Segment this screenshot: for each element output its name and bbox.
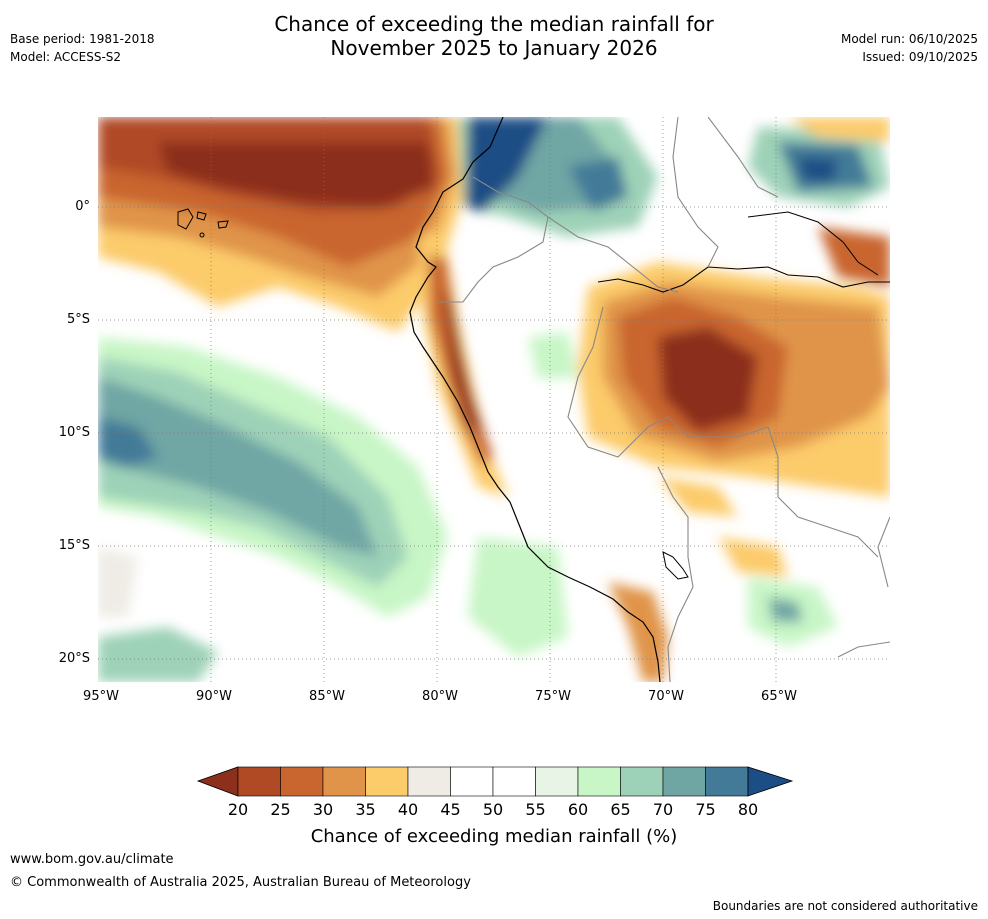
colorbar-bin: [662, 766, 706, 797]
colorbar-tick: 25: [270, 800, 291, 819]
map-title-line2: November 2025 to January 2026: [330, 36, 658, 60]
model-name: Model: ACCESS-S2: [10, 50, 122, 64]
amazon-river: [597, 266, 890, 293]
lon-label-75w: 75°W: [535, 689, 571, 704]
colorbar-over-arrow: [747, 766, 794, 797]
lon-label-85w: 85°W: [309, 689, 345, 704]
colorbar-tick: 50: [482, 800, 504, 819]
negro-river: [747, 211, 879, 276]
copyright-text: © Commonwealth of Australia 2025, Austra…: [10, 875, 471, 890]
rainfall-map: [98, 117, 890, 682]
graticule: [98, 117, 890, 682]
colorbar-tick: 75: [695, 800, 716, 819]
lon-label-65w: 65°W: [761, 689, 797, 704]
colorbar-bin: [620, 766, 664, 797]
colorbar-bin: [492, 766, 536, 797]
colorbar-tick: 65: [610, 800, 631, 819]
issued-date: Issued: 09/10/2025: [862, 50, 978, 64]
colorbar-bin: [535, 766, 579, 797]
colorbar-tick: 45: [440, 800, 461, 819]
lat-label-5s: 5°S: [66, 312, 90, 327]
boundary-disclaimer: Boundaries are not considered authoritat…: [712, 899, 978, 913]
colorbar-tick: 55: [525, 800, 546, 819]
colorbar-bin: [237, 766, 281, 797]
colorbar-tick: 80: [737, 800, 759, 819]
lon-label-70w: 70°W: [648, 689, 684, 704]
colorbar-tick: 70: [652, 800, 674, 819]
colorbar-tick: 30: [312, 800, 334, 819]
colorbar-label: Chance of exceeding median rainfall (%): [310, 826, 678, 847]
lake-titicaca: [662, 551, 689, 580]
galapagos-islands: [177, 208, 229, 238]
lat-label-10s: 10°S: [58, 425, 90, 440]
base-period: Base period: 1981-2018: [10, 32, 155, 46]
colorbar-bin: [322, 766, 366, 797]
lon-label-90w: 90°W: [196, 689, 232, 704]
model-run: Model run: 06/10/2025: [840, 32, 978, 46]
colorbar-bin: [280, 766, 324, 797]
lon-label-95w: 95°W: [83, 689, 119, 704]
colorbar-bin: [450, 766, 494, 797]
colorbar-tick: 60: [567, 800, 589, 819]
colorbar: [196, 766, 794, 797]
bom-url-link[interactable]: www.bom.gov.au/climate: [10, 852, 174, 867]
national-boundaries: [438, 117, 890, 682]
coastline: [409, 117, 661, 682]
colorbar-tick: 20: [227, 800, 249, 819]
colorbar-under-arrow: [196, 766, 239, 797]
colorbar-bin: [577, 766, 621, 797]
map-title: Chance of exceeding the median rainfall …: [0, 12, 988, 60]
map-title-line1: Chance of exceeding the median rainfall …: [274, 12, 714, 36]
lat-label-20s: 20°S: [58, 651, 90, 666]
colorbar-bin: [407, 766, 451, 797]
lat-label-15s: 15°S: [58, 538, 90, 553]
colorbar-tick: 40: [397, 800, 419, 819]
probability-fields: [98, 117, 890, 682]
lat-label-0: 0°: [75, 199, 90, 214]
colorbar-bin: [705, 766, 749, 797]
lon-label-80w: 80°W: [422, 689, 458, 704]
colorbar-bin: [365, 766, 409, 797]
colorbar-tick: 35: [355, 800, 376, 819]
